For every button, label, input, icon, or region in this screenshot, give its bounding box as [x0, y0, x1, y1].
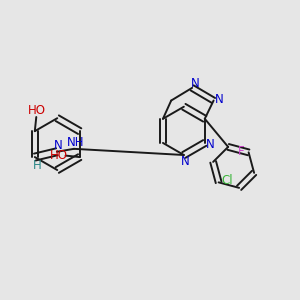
Text: HO: HO: [50, 149, 68, 162]
Text: N: N: [53, 139, 62, 152]
Text: HO: HO: [28, 104, 46, 117]
Text: F: F: [238, 145, 244, 158]
Text: N: N: [191, 77, 200, 90]
Text: Cl: Cl: [222, 174, 233, 188]
Text: H: H: [33, 159, 41, 172]
Text: NH: NH: [67, 136, 84, 149]
Text: N: N: [181, 155, 190, 168]
Text: N: N: [206, 138, 215, 151]
Text: N: N: [214, 93, 223, 106]
